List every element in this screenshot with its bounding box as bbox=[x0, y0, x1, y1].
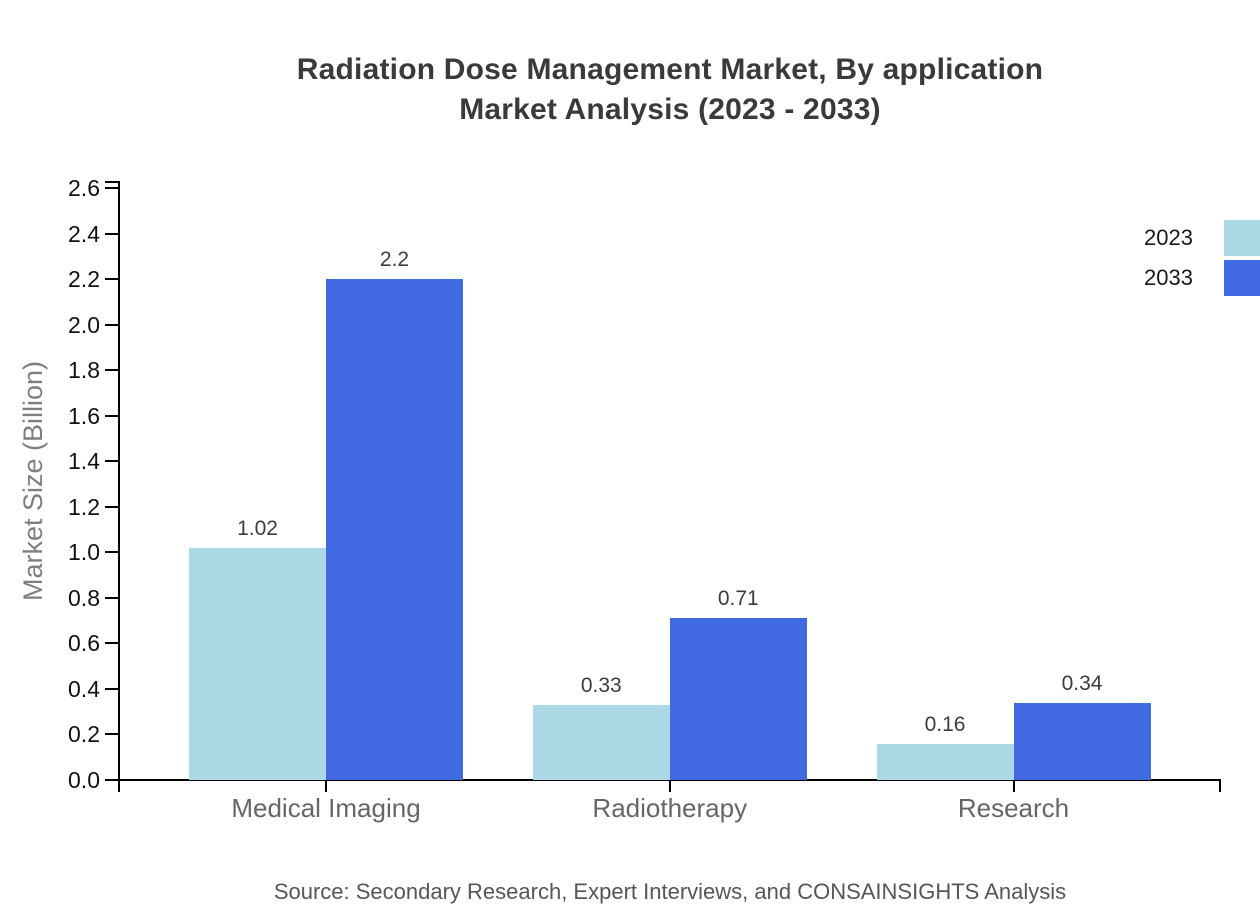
y-tick bbox=[105, 642, 119, 645]
bar-value-label: 0.33 bbox=[580, 673, 622, 697]
bar-value-label: 0.34 bbox=[1061, 671, 1103, 695]
y-tick bbox=[105, 369, 119, 372]
y-tick bbox=[105, 187, 119, 189]
bar-value-label: 1.02 bbox=[237, 516, 278, 540]
x-tick bbox=[325, 780, 327, 792]
legend-swatch bbox=[1224, 220, 1260, 256]
y-tick bbox=[105, 733, 119, 736]
source-note: Source: Secondary Research, Expert Inter… bbox=[273, 879, 1067, 904]
legend-label: 2033 bbox=[1144, 265, 1193, 290]
y-tick-label: 0.2 bbox=[68, 721, 100, 748]
y-tick bbox=[105, 460, 119, 463]
y-tick bbox=[105, 596, 119, 599]
bar-2033-radiotherapy bbox=[669, 618, 807, 780]
y-tick-label: 2.2 bbox=[68, 266, 100, 293]
y-tick-label: 1.8 bbox=[68, 357, 100, 384]
x-category-label-research: Research bbox=[957, 793, 1070, 823]
y-tick bbox=[105, 551, 119, 554]
bar-value-label: 2.2 bbox=[379, 248, 410, 272]
y-tick-label: 2.6 bbox=[68, 175, 100, 201]
y-tick bbox=[105, 323, 119, 326]
y-tick-label: 0.8 bbox=[68, 584, 100, 611]
x-tick bbox=[668, 780, 671, 792]
legend-swatch bbox=[1224, 260, 1260, 296]
y-tick-label: 0.0 bbox=[68, 767, 100, 793]
x-category-label-radiotherapy: Radiotherapy bbox=[592, 793, 748, 823]
chart-title: Radiation Dose Management Market, By app… bbox=[119, 50, 1221, 130]
y-tick-label: 1.0 bbox=[68, 539, 100, 566]
y-tick bbox=[105, 414, 119, 417]
y-tick bbox=[105, 505, 119, 508]
y-tick-label: 1.6 bbox=[68, 402, 100, 429]
chart-title-line2: Market Analysis (2023 - 2033) bbox=[459, 93, 881, 126]
y-tick-label: 2.4 bbox=[68, 220, 100, 247]
bar-2023-radiotherapy bbox=[532, 704, 670, 780]
legend-label: 2023 bbox=[1144, 225, 1193, 250]
bar-value-label: 0.71 bbox=[717, 587, 759, 611]
bar-2023-research bbox=[876, 743, 1014, 780]
y-tick bbox=[105, 779, 119, 781]
bar-2023-medical-imaging bbox=[189, 547, 326, 780]
bar-value-label: 0.16 bbox=[924, 712, 966, 736]
y-axis-line bbox=[118, 181, 120, 792]
y-tick-label: 0.6 bbox=[68, 630, 100, 657]
y-tick bbox=[105, 232, 119, 235]
bar-2033-medical-imaging bbox=[326, 279, 463, 780]
x-category-label-medical-imaging: Medical Imaging bbox=[231, 793, 421, 823]
y-tick bbox=[105, 687, 119, 690]
chart-title-line1: Radiation Dose Management Market, By app… bbox=[296, 53, 1044, 86]
x-axis-line bbox=[105, 779, 1221, 781]
y-tick-label: 1.4 bbox=[68, 448, 100, 475]
y-tick-label: 1.2 bbox=[68, 493, 100, 520]
x-axis-end-tick bbox=[1219, 780, 1221, 792]
y-axis-top-cap bbox=[105, 181, 120, 183]
y-tick bbox=[105, 278, 119, 281]
bar-2033-research bbox=[1013, 702, 1151, 780]
y-tick-label: 2.0 bbox=[68, 311, 100, 338]
y-tick-label: 0.4 bbox=[68, 675, 100, 702]
x-tick bbox=[1012, 780, 1015, 792]
